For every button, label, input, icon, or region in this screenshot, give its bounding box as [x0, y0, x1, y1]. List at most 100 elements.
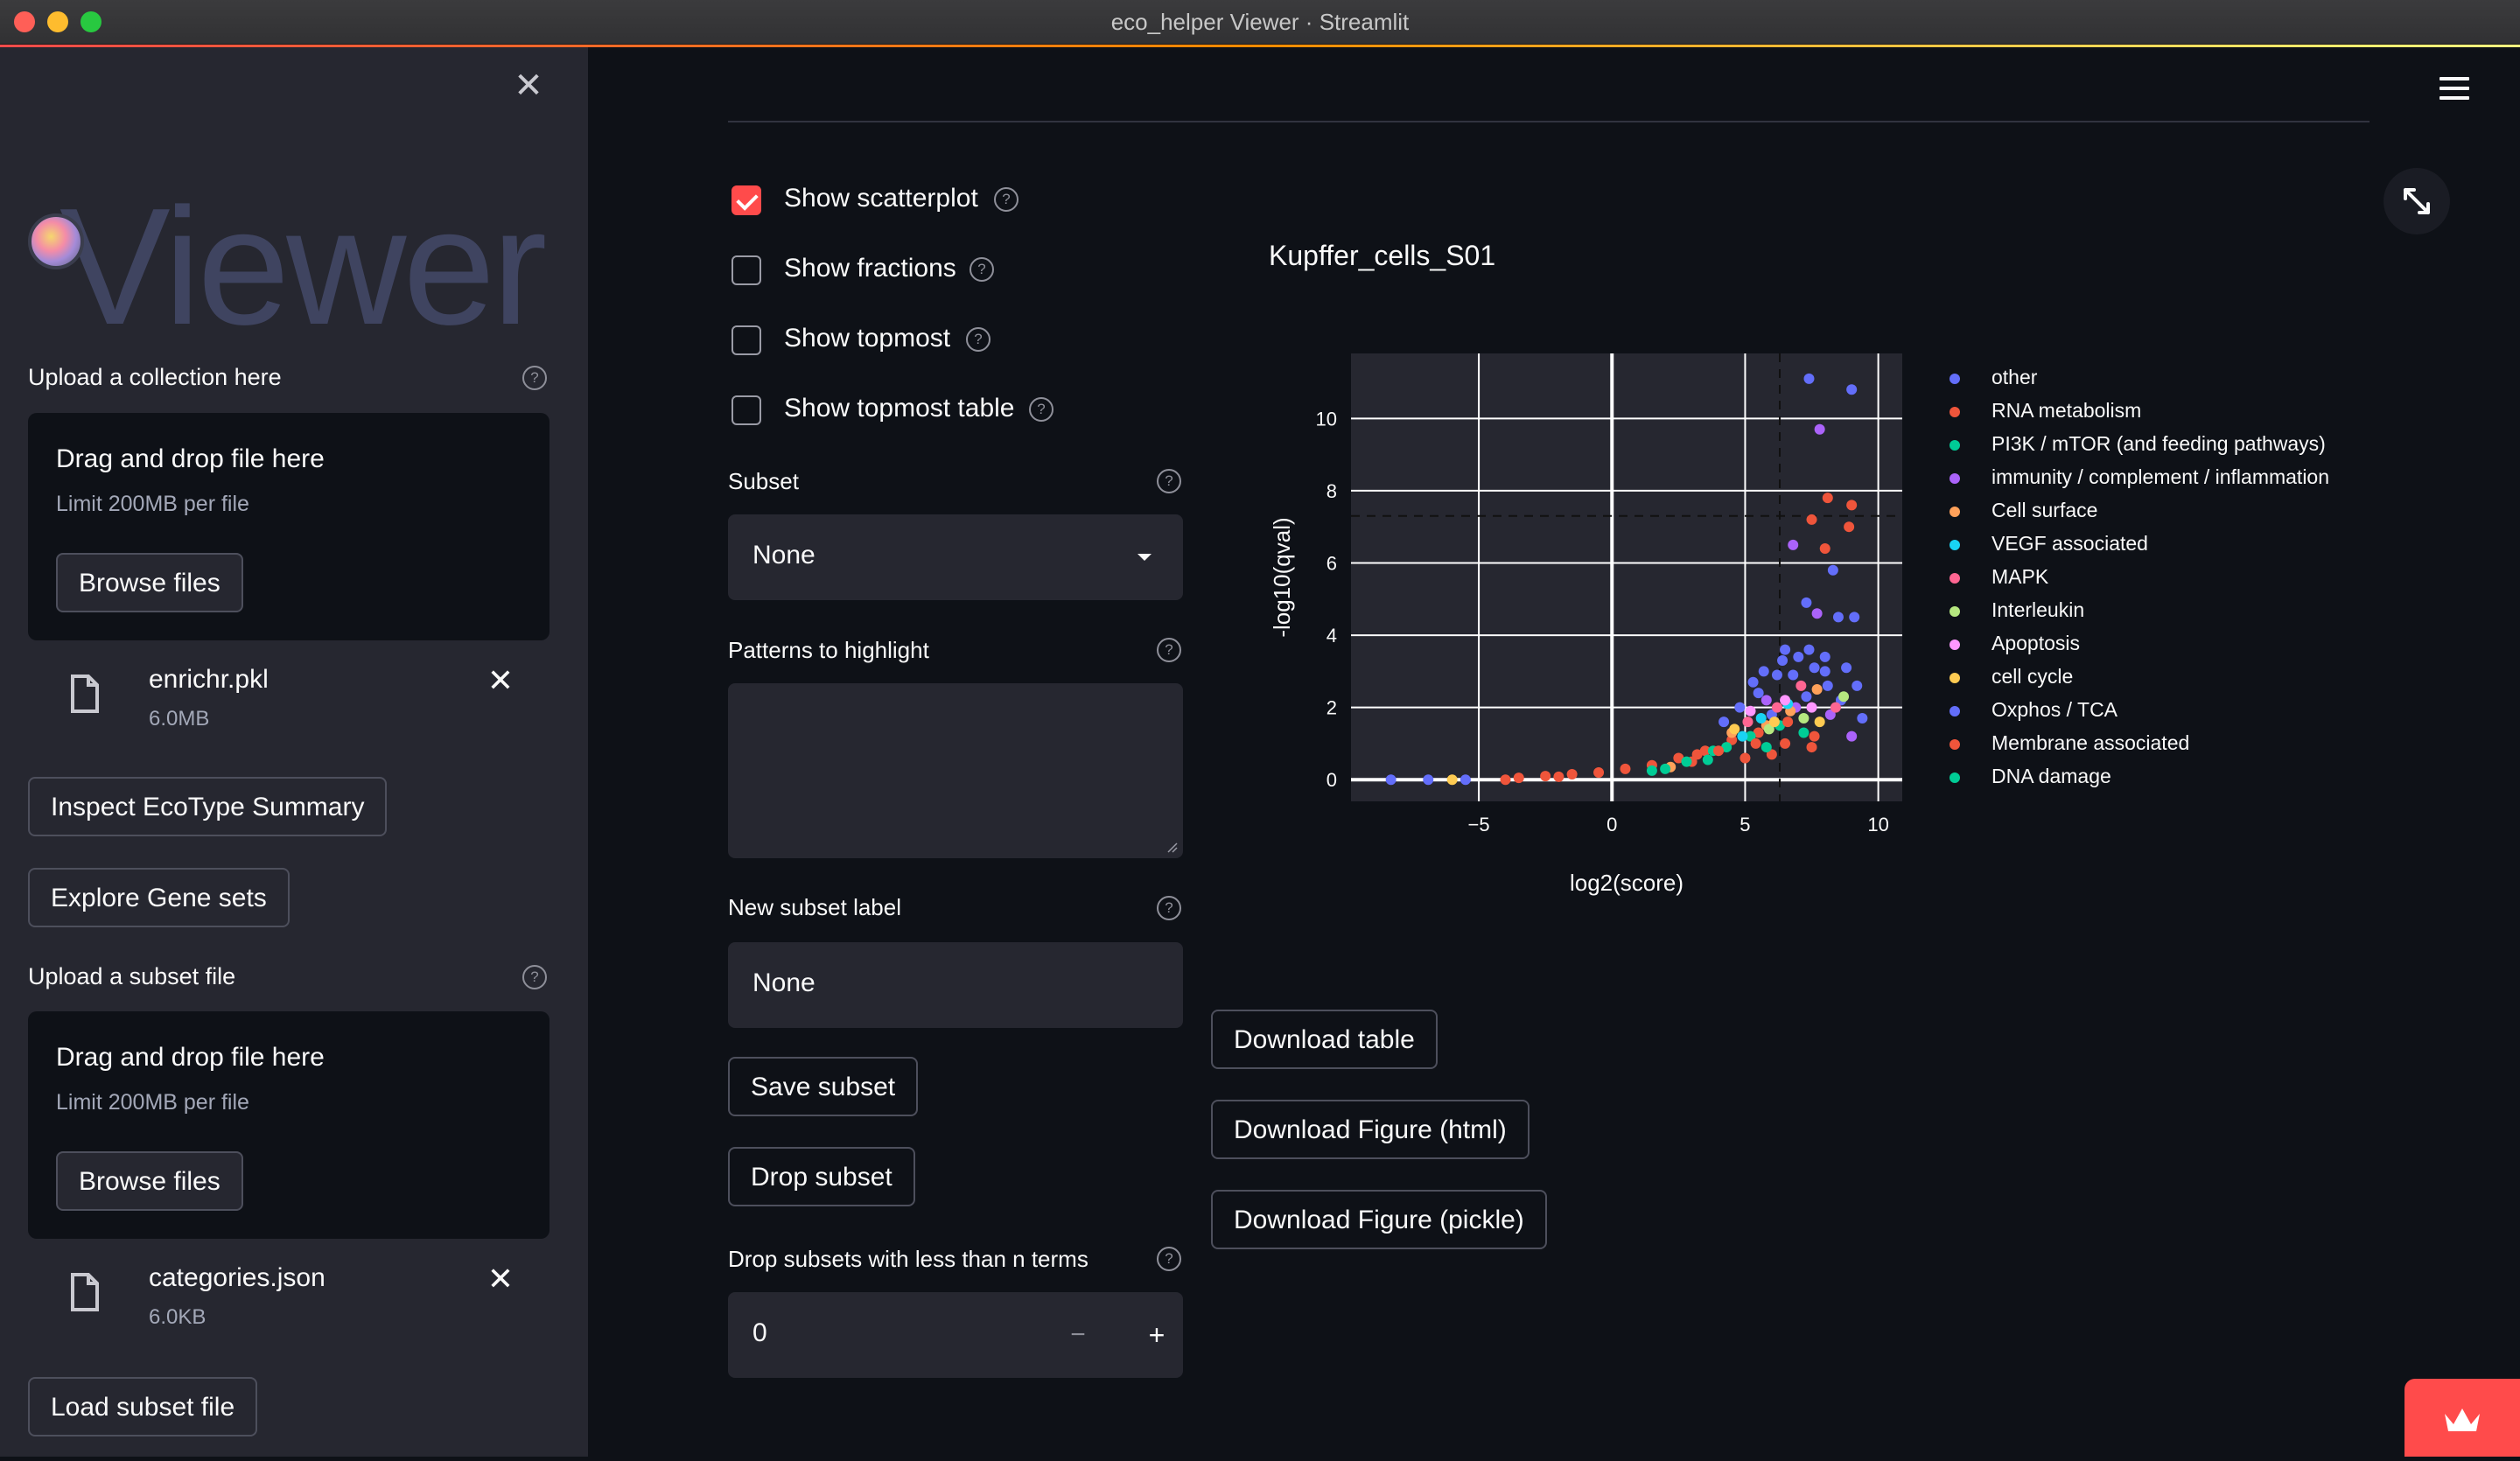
- sidebar-close-icon[interactable]: ✕: [514, 66, 543, 105]
- fractions-help-icon[interactable]: ?: [970, 257, 994, 282]
- remove-subset-file-icon[interactable]: ✕: [486, 1261, 514, 1297]
- patterns-label: Patterns to highlight: [728, 637, 929, 663]
- new-subset-help-icon[interactable]: ?: [1157, 896, 1181, 920]
- fullscreen-icon[interactable]: [2384, 168, 2450, 234]
- scatterplot-help-icon[interactable]: ?: [994, 187, 1018, 212]
- data-point: [1750, 737, 1761, 749]
- subset-upload-help-icon[interactable]: ?: [522, 965, 547, 989]
- streamlit-badge[interactable]: [2404, 1379, 2520, 1457]
- legend-label: Apoptosis: [1992, 632, 2081, 654]
- checkbox-box[interactable]: [732, 255, 761, 285]
- data-point: [1788, 539, 1799, 550]
- x-tick-label: 0: [1606, 814, 1617, 835]
- save-subset-button[interactable]: Save subset: [728, 1057, 919, 1116]
- download-figure-html-button[interactable]: Download Figure (html): [1211, 1100, 1530, 1159]
- data-point: [1849, 612, 1860, 623]
- plot-background: [1351, 353, 1902, 801]
- data-point: [1745, 705, 1756, 717]
- window-close-button[interactable]: [14, 11, 35, 32]
- subset-select[interactable]: None: [728, 514, 1183, 600]
- remove-collection-file-icon[interactable]: ✕: [486, 662, 514, 698]
- y-tick-label: 8: [1326, 480, 1337, 502]
- legend-label: cell cycle: [1992, 665, 2074, 688]
- data-point: [1822, 493, 1833, 504]
- legend-item[interactable]: cell cycle: [1946, 663, 2401, 696]
- legend-item[interactable]: other: [1946, 364, 2401, 397]
- legend-item[interactable]: Interleukin: [1946, 597, 2401, 630]
- data-point: [1806, 514, 1817, 525]
- main-menu-icon[interactable]: [2440, 77, 2469, 101]
- topmost-help-icon[interactable]: ?: [966, 327, 990, 352]
- collection-file-size: 6.0MB: [149, 707, 210, 730]
- legend-item[interactable]: Membrane associated: [1946, 730, 2401, 763]
- checkbox-box[interactable]: [732, 185, 761, 215]
- legend-item[interactable]: DNA damage: [1946, 763, 2401, 796]
- data-point: [1846, 500, 1858, 511]
- drop-subset-button[interactable]: Drop subset: [728, 1147, 915, 1206]
- data-point: [1796, 680, 1807, 691]
- data-point: [1814, 717, 1825, 728]
- data-point: [1385, 774, 1396, 786]
- download-table-button[interactable]: Download table: [1211, 1010, 1438, 1069]
- resize-grip-icon[interactable]: [1166, 841, 1178, 853]
- data-point: [1771, 669, 1782, 681]
- window-title: eco_helper Viewer · Streamlit: [1110, 9, 1410, 35]
- increment-button[interactable]: +: [1148, 1319, 1166, 1351]
- collection-help-icon[interactable]: ?: [522, 366, 547, 390]
- data-point: [1822, 680, 1833, 691]
- plot-grid: [1351, 353, 1902, 801]
- data-point: [1827, 564, 1838, 576]
- y-tick-label: 2: [1326, 697, 1337, 719]
- download-figure-pickle-button[interactable]: Download Figure (pickle): [1211, 1190, 1547, 1249]
- legend-marker: [1950, 706, 1960, 717]
- explore-gene-sets-button[interactable]: Explore Gene sets: [28, 868, 290, 927]
- data-point: [1593, 766, 1605, 778]
- data-point: [1801, 597, 1812, 608]
- legend-item[interactable]: MAPK: [1946, 563, 2401, 597]
- data-point: [1811, 684, 1823, 695]
- drop-min-label: Drop subsets with less than n terms: [728, 1246, 1088, 1272]
- data-point: [1553, 771, 1564, 782]
- legend-item[interactable]: Oxphos / TCA: [1946, 696, 2401, 730]
- data-point: [1780, 695, 1791, 706]
- chart-title: Kupffer_cells_S01: [1269, 240, 1496, 271]
- inspect-ecotype-summary-button[interactable]: Inspect EcoType Summary: [28, 777, 388, 836]
- data-point: [1758, 666, 1769, 677]
- data-point: [1838, 691, 1850, 703]
- legend-item[interactable]: Cell surface: [1946, 497, 2401, 530]
- data-point: [1737, 730, 1748, 742]
- subset-browse-button[interactable]: Browse files: [56, 1151, 243, 1211]
- patterns-textarea[interactable]: [728, 683, 1183, 858]
- window-minimize-button[interactable]: [47, 11, 68, 32]
- subset-dropzone[interactable]: Drag and drop file here Limit 200MB per …: [28, 1011, 550, 1239]
- data-point: [1809, 730, 1820, 742]
- drop-min-help-icon[interactable]: ?: [1157, 1247, 1181, 1271]
- collection-file-name: enrichr.pkl: [149, 665, 269, 694]
- data-point: [1857, 713, 1868, 724]
- legend-item[interactable]: Apoptosis: [1946, 630, 2401, 663]
- legend-item[interactable]: VEGF associated: [1946, 530, 2401, 563]
- checkbox-box[interactable]: [732, 395, 761, 425]
- drop-min-number-input[interactable]: 0 − +: [728, 1292, 1183, 1378]
- window-maximize-button[interactable]: [80, 11, 102, 32]
- data-point: [1824, 709, 1836, 720]
- data-point: [1760, 695, 1772, 706]
- collection-browse-button[interactable]: Browse files: [56, 553, 243, 612]
- decrement-button[interactable]: −: [1070, 1320, 1086, 1349]
- checkbox-box[interactable]: [732, 325, 761, 355]
- legend-item[interactable]: immunity / complement / inflammation: [1946, 464, 2401, 497]
- plot-marks: [1385, 373, 1868, 786]
- legend-item[interactable]: RNA metabolism: [1946, 397, 2401, 430]
- data-point: [1726, 734, 1738, 745]
- load-subset-file-button[interactable]: Load subset file: [28, 1377, 258, 1437]
- collection-dropzone[interactable]: Drag and drop file here Limit 200MB per …: [28, 413, 550, 640]
- patterns-help-icon[interactable]: ?: [1157, 638, 1181, 662]
- legend-item[interactable]: PI3K / mTOR (and feeding pathways): [1946, 430, 2401, 464]
- data-point: [1681, 756, 1692, 767]
- topmost-table-help-icon[interactable]: ?: [1029, 397, 1054, 422]
- scatter-plot[interactable]: −5 0 5 10 0 2 4 6 8 10 log2(score) -log10(qval): [1260, 341, 1942, 919]
- new-subset-input[interactable]: None: [728, 942, 1183, 1028]
- legend-marker: [1950, 407, 1960, 417]
- data-point: [1620, 763, 1631, 774]
- subset-help-icon[interactable]: ?: [1157, 469, 1181, 493]
